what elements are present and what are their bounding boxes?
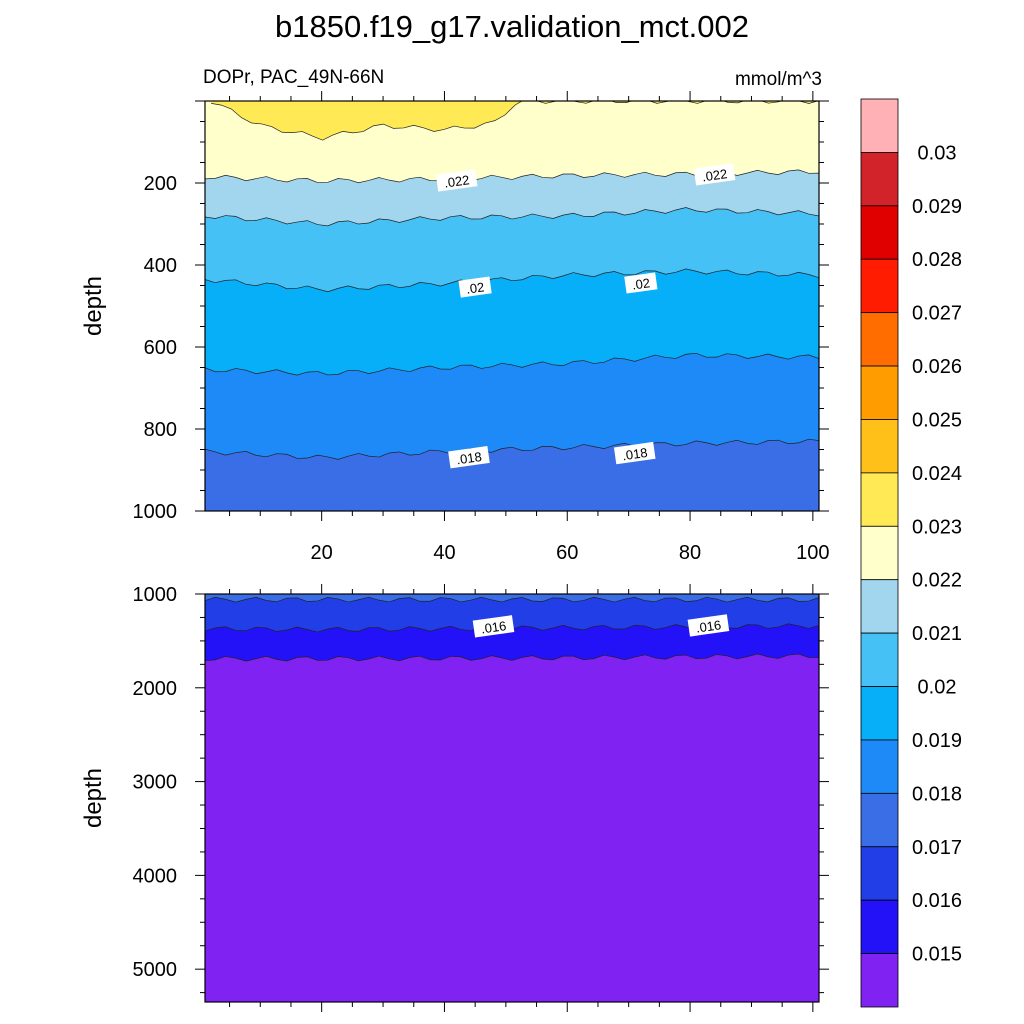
colorbar-swatch [860,312,899,367]
fill-region [205,594,819,1002]
lower-plot-frame [204,593,820,1003]
contour-line [211,101,819,141]
colorbar-swatch [860,525,899,581]
colorbar-swatch [860,846,899,901]
y-tick-label: 5000 [133,959,178,981]
y-tick-label: 1000 [133,501,178,523]
contour-label: .022 [693,163,736,186]
units-label: mmol/m^3 [735,69,822,90]
colorbar-swatch [860,686,899,741]
contour-label: .018 [613,441,656,465]
colorbar-label: 0.017 [912,837,962,859]
lower-contour-panel: .016 .016 1000 2000 3000 4000 5000 depth [80,584,829,1012]
colorbar-swatch [860,579,899,634]
colorbar-swatch [860,472,899,527]
contour-line [205,596,819,603]
colorbar-swatch [860,98,899,153]
lower-contour-labels: .016 .016 [472,614,730,638]
contour-label: .02 [624,272,658,294]
svg-text:.02: .02 [631,275,651,292]
upper-y-axis-label: depth [80,276,107,336]
fill-region [205,594,819,633]
y-tick-label: 400 [144,255,177,277]
x-tick-label: 80 [679,542,701,564]
colorbar-swatch [860,899,899,954]
colorbar-label: 0.015 [912,944,962,966]
contour-label: .022 [435,169,478,192]
colorbar-swatch [860,258,899,314]
colorbar-label: 0.029 [912,196,962,218]
upper-contour-labels: .022 .022 .02 .02 .018 .018 [435,163,736,469]
colorbar-label: 0.019 [912,730,962,752]
contour-line [205,268,819,293]
fill-region [205,594,819,603]
colorbar-label: 0.021 [912,623,962,645]
x-tick-label: 100 [796,542,829,564]
colorbar-swatch [860,632,899,687]
colorbar-label: 0.018 [912,783,962,805]
upper-fill-regions [205,101,819,511]
y-tick-label: 1000 [133,584,178,606]
upper-axis-ticks: 20 40 60 80 100 200 400 600 800 1000 [133,91,830,564]
colorbar-swatch [860,365,899,420]
y-tick-label: 800 [144,419,177,441]
upper-contour-lines [205,101,819,460]
svg-text:.018: .018 [621,445,648,463]
svg-text:.018: .018 [456,449,483,467]
y-tick-label: 200 [144,173,177,195]
lower-axis-ticks: 1000 2000 3000 4000 5000 [133,584,829,1012]
y-tick-label: 3000 [133,772,178,794]
lower-fill-regions [205,594,819,1002]
x-tick-label: 40 [433,542,455,564]
contour-label: .018 [448,446,490,469]
svg-text:.022: .022 [701,166,728,184]
colorbar: 0.015 0.016 0.017 0.018 0.019 0.02 0.021 0.022 0… [860,98,962,1008]
colorbar-swatch [860,953,899,1008]
contour-label: .016 [687,614,730,637]
colorbar-swatch [860,205,899,260]
y-tick-label: 4000 [133,865,178,887]
colorbar-label: 0.026 [912,356,962,378]
x-tick-label: 20 [311,542,333,564]
svg-text:.016: .016 [695,617,722,635]
colorbar-swatch [860,739,899,794]
colorbar-label: 0.028 [912,249,962,271]
svg-text:.022: .022 [443,172,470,190]
contour-line [205,653,819,662]
fill-region [211,101,819,141]
contour-line [205,438,819,460]
contour-line [205,207,819,227]
upper-left-subtitle: DOPr, PAC_49N-66N [203,67,384,88]
y-tick-label: 2000 [133,678,178,700]
y-tick-label: 600 [144,337,177,359]
contour-label: .016 [472,615,515,638]
colorbar-swatch [860,419,899,474]
colorbar-swatch [860,792,899,848]
colorbar-label: 0.022 [912,570,962,592]
chart-title: b1850.f19_g17.validation_mct.002 [275,9,749,44]
svg-text:.016: .016 [480,618,507,636]
colorbar-label: 0.023 [912,516,962,538]
svg-text:.02: .02 [465,279,485,296]
colorbar-label: 0.025 [912,409,962,431]
colorbar-label: 0.027 [912,303,962,325]
colorbar-label: 0.03 [918,142,957,164]
colorbar-label: 0.02 [918,677,957,699]
lower-y-axis-label: depth [80,768,107,828]
upper-contour-panel: .022 .022 .02 .02 .018 .018 20 40 60 80 100 200 400… [80,91,830,564]
colorbar-label: 0.024 [912,463,962,485]
contour-label: .02 [458,276,492,298]
colorbar-swatch [860,152,899,207]
colorbar-label: 0.016 [912,890,962,912]
x-tick-label: 60 [556,542,578,564]
contour-line [205,352,819,376]
